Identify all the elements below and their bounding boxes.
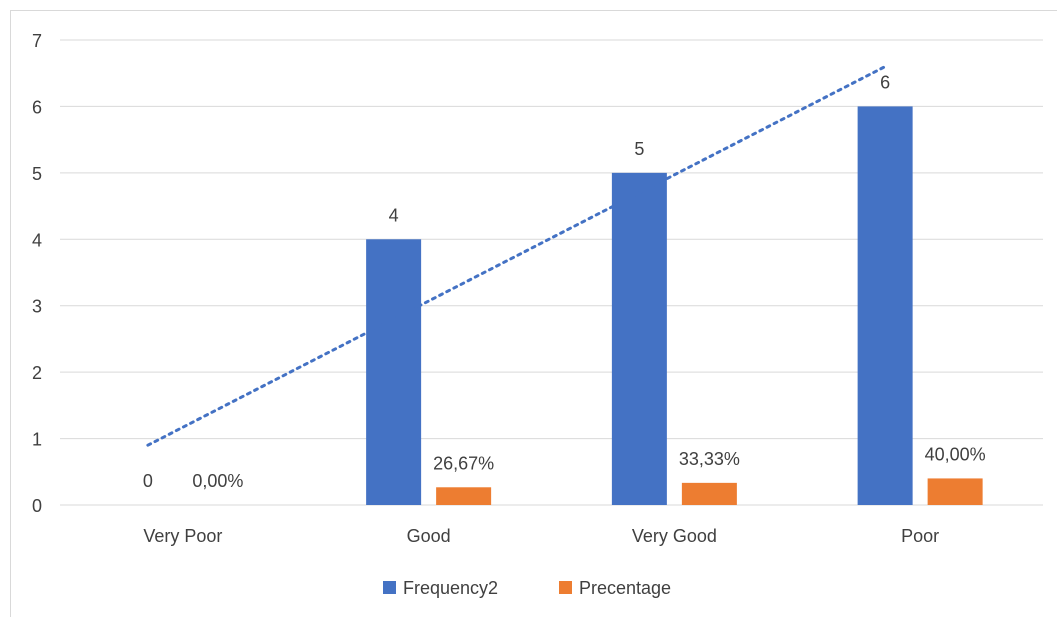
bars: [366, 106, 983, 506]
y-tick-label: 3: [32, 297, 42, 317]
y-tick-label: 1: [32, 430, 42, 450]
data-label: 5: [634, 139, 644, 159]
y-tick-label: 6: [32, 97, 42, 117]
bar-frequency2-poor: [857, 106, 913, 505]
legend-swatch-frequency2: [383, 581, 396, 594]
bar-frequency2-good: [366, 239, 422, 506]
x-category-label: Poor: [901, 526, 939, 546]
data-label: 6: [880, 72, 890, 92]
y-tick-label: 7: [32, 31, 42, 51]
bar-precentage-poor: [927, 478, 983, 505]
data-label: 0,00%: [192, 471, 243, 491]
y-tick-label: 0: [32, 496, 42, 516]
bar-precentage-good: [436, 487, 492, 505]
data-label: 26,67%: [433, 453, 494, 473]
y-axis-tick-labels: 0 1 2 3 4 5 6 7: [32, 31, 42, 516]
data-label: 40,00%: [925, 444, 986, 464]
x-category-label: Very Good: [632, 526, 717, 546]
chart-frame: [10, 10, 1057, 617]
legend-label-precentage: Precentage: [579, 578, 671, 598]
bar-precentage-very-good: [681, 482, 737, 505]
data-label: 4: [389, 205, 399, 225]
trendline-linear-frequency2: [146, 65, 887, 447]
y-tick-label: 4: [32, 230, 42, 250]
x-axis-category-labels: Very Poor Good Very Good Poor: [143, 526, 939, 546]
legend: Frequency2 Precentage: [383, 578, 671, 598]
data-labels: 0 4 5 6 0,00% 26,67% 33,33% 40,00%: [143, 72, 986, 491]
x-category-label: Very Poor: [143, 526, 222, 546]
legend-swatch-precentage: [559, 581, 572, 594]
y-tick-label: 5: [32, 164, 42, 184]
trendline: [146, 65, 887, 447]
bar-frequency2-very-good: [611, 172, 667, 505]
legend-label-frequency2: Frequency2: [403, 578, 498, 598]
y-tick-label: 2: [32, 363, 42, 383]
data-label: 33,33%: [679, 449, 740, 469]
x-category-label: Good: [407, 526, 451, 546]
data-label: 0: [143, 471, 153, 491]
